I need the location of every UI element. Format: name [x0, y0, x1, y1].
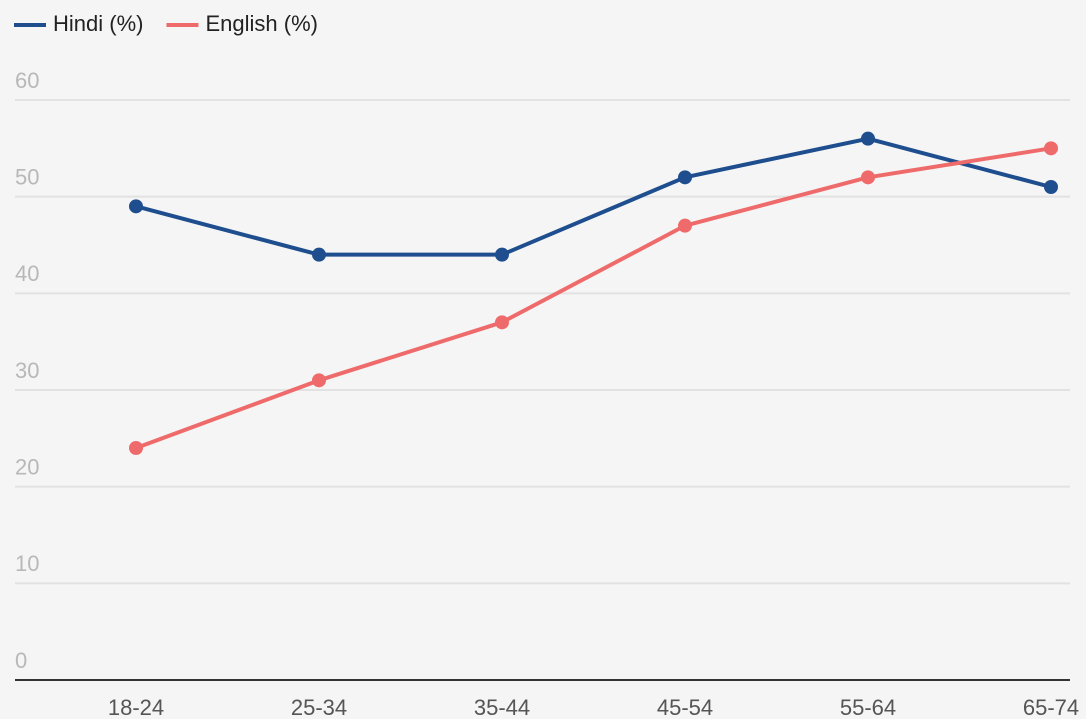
y-tick-label: 30 [15, 358, 39, 383]
y-tick-label: 20 [15, 454, 39, 479]
x-tick-label: 45-54 [657, 695, 713, 719]
x-tick-label: 35-44 [474, 695, 530, 719]
y-tick-label: 50 [15, 164, 39, 189]
data-point [678, 218, 692, 233]
series-line [135, 136, 1052, 257]
data-point [312, 247, 326, 262]
data-point [129, 199, 143, 214]
data-point [495, 247, 509, 262]
y-tick-label: 60 [15, 68, 39, 93]
y-tick-label: 10 [15, 551, 39, 576]
data-point [861, 131, 875, 146]
y-tick-label: 40 [15, 261, 39, 286]
y-tick-label: 0 [15, 648, 27, 673]
legend-label: Hindi (%) [53, 11, 143, 36]
data-point [129, 441, 143, 455]
data-point [861, 170, 875, 185]
x-tick-label: 18-24 [108, 695, 164, 719]
series-line [135, 146, 1052, 450]
data-point [1044, 141, 1058, 156]
x-tick-label: 65-74 [1023, 695, 1079, 719]
legend-label: English (%) [205, 11, 317, 36]
data-point [678, 170, 692, 185]
x-tick-label: 55-64 [840, 695, 896, 719]
x-tick-label: 25-34 [291, 695, 347, 719]
data-point [1044, 180, 1058, 194]
data-point [495, 315, 509, 330]
data-point [312, 373, 326, 388]
